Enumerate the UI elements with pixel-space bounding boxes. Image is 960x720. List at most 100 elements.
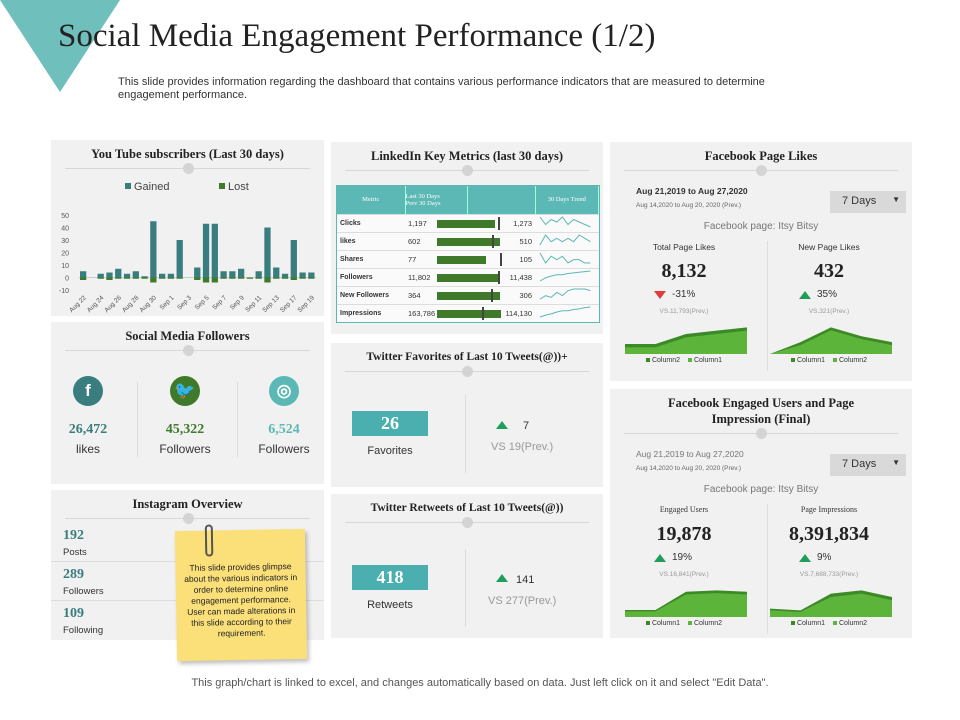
- metric-name: Clicks: [337, 213, 405, 232]
- bar-gained: [211, 223, 218, 278]
- metric-label: Total Page Likes: [652, 242, 716, 252]
- dropdown-value: 7 Days: [842, 195, 877, 207]
- footer-note: This graph/chart is linked to excel, and…: [191, 677, 769, 689]
- youtube-panel: You Tube subscribers (Last 30 days) Gain…: [51, 140, 324, 316]
- x-tick-label: Sep 17: [279, 294, 299, 314]
- bar-lost: [141, 277, 148, 279]
- bar-lost: [150, 277, 157, 283]
- legend-label: Column1: [694, 357, 723, 364]
- metric-bar: [437, 273, 498, 282]
- area-chart: [770, 590, 892, 617]
- last-value: 77: [408, 254, 417, 264]
- trend-cell: [535, 267, 599, 286]
- metric-value: 19,878: [656, 523, 712, 545]
- sparkline: [539, 270, 591, 282]
- y-tick-label: 0: [65, 276, 69, 283]
- table-row: Shares 77 105: [337, 249, 599, 268]
- x-tick-label: Aug 26: [103, 294, 123, 314]
- metric-label: Engaged Users: [659, 505, 709, 514]
- metric-change: 9%: [817, 552, 832, 563]
- prev-date-range: Aug 14,2020 to Aug 20, 2020 (Prev.): [636, 202, 742, 209]
- legend-label: Gained: [134, 181, 169, 193]
- bar-lost: [229, 277, 236, 279]
- instagram-label: Followers: [63, 586, 104, 597]
- favorites-prev: VS 19(Prev.): [491, 441, 554, 453]
- retweets-delta: 141: [516, 574, 535, 586]
- legend-label: Column2: [651, 357, 680, 364]
- metric-value: 8,391,834: [789, 523, 869, 545]
- legend-swatch: [645, 621, 650, 625]
- metric-value: 8,132: [661, 260, 707, 282]
- legend-swatch: [790, 621, 795, 625]
- metric-name: New Followers: [337, 285, 405, 304]
- area-series-1: [770, 593, 892, 617]
- legend-swatch: [833, 621, 837, 625]
- bar-lost: [273, 277, 280, 279]
- legend-label: Lost: [228, 181, 249, 193]
- facebook-icon[interactable]: f: [73, 376, 103, 406]
- sparkline: [539, 306, 591, 318]
- bar-lost: [194, 277, 201, 280]
- col-metric: Metric: [337, 186, 406, 214]
- sparkline-path: [539, 306, 591, 318]
- legend-label: Column2: [694, 620, 723, 627]
- bar-lost: [202, 277, 210, 283]
- col-trend: 30 Days Trend: [535, 186, 599, 214]
- metric-label: New Page Likes: [798, 242, 860, 252]
- divider: [345, 517, 589, 528]
- twitter-retweets-panel: Twitter Retweets of Last 10 Tweets(@)) 4…: [331, 494, 603, 638]
- bar-lost: [255, 277, 262, 279]
- bar-gained: [308, 272, 315, 278]
- legend-swatch-0: [125, 183, 131, 189]
- divider: [137, 382, 138, 457]
- period-dropdown[interactable]: 7 Days ▼: [830, 191, 906, 213]
- area-series-1: [770, 330, 892, 354]
- metric-name: Shares: [337, 249, 405, 268]
- y-tick-label: 30: [61, 238, 69, 245]
- follower-label: likes: [75, 442, 100, 456]
- legend-label: Column1: [796, 357, 825, 364]
- followers-title: Social Media Followers: [125, 329, 250, 343]
- last-cell: 602: [405, 231, 467, 250]
- area-chart: [625, 590, 747, 617]
- prev-value: 11,438: [509, 272, 532, 282]
- up-arrow-icon: [496, 574, 508, 582]
- period-dropdown[interactable]: 7 Days ▼: [830, 454, 906, 476]
- facebook-engaged-panel: Facebook Engaged Users and Page Impressi…: [610, 389, 912, 638]
- x-tick-label: Aug 28: [121, 294, 141, 314]
- area-chart: [770, 327, 892, 354]
- date-range: Aug 21,2019 to Aug 27,2020: [636, 449, 744, 459]
- bar-lost: [290, 277, 297, 280]
- panel-title: Facebook Engaged Users and Page Impressi…: [667, 396, 855, 426]
- prev-value: 114,130: [505, 308, 532, 318]
- x-tick-label: Aug 24: [86, 294, 106, 314]
- x-tick-label: Sep 7: [211, 294, 228, 311]
- divider: [624, 165, 898, 176]
- bar-lost: [264, 277, 271, 283]
- bar-lost: [238, 277, 245, 279]
- x-tick-label: Sep 19: [297, 294, 317, 314]
- legend-swatch: [833, 358, 837, 362]
- instagram-icon[interactable]: ◎: [269, 376, 299, 406]
- prev-marker: [499, 252, 502, 266]
- prev-value: 306: [519, 290, 532, 300]
- metric-change: 19%: [672, 552, 693, 563]
- legend-label: Column2: [839, 357, 868, 364]
- area-legend: Column1 Column2: [779, 620, 879, 627]
- y-tick-label: 50: [61, 213, 69, 220]
- twitter-icon[interactable]: 🐦: [170, 376, 200, 406]
- metric-label: Page Impressions: [800, 505, 858, 514]
- chevron-down-icon: ▼: [892, 195, 900, 204]
- legend-label: Column2: [839, 620, 868, 627]
- bar-lost: [106, 277, 113, 280]
- bar-lost: [115, 277, 122, 279]
- trend-cell: [535, 231, 599, 250]
- legend-swatch: [688, 358, 692, 362]
- bar-gained: [106, 272, 113, 278]
- bar-gained: [290, 240, 297, 278]
- table-row: Impressions 163,786 114,130: [337, 303, 599, 322]
- metric-change: -31%: [672, 289, 696, 300]
- divider: [65, 513, 310, 524]
- metric-prev: VS.11,793(Prev.): [659, 308, 709, 315]
- bar-lost: [159, 277, 166, 279]
